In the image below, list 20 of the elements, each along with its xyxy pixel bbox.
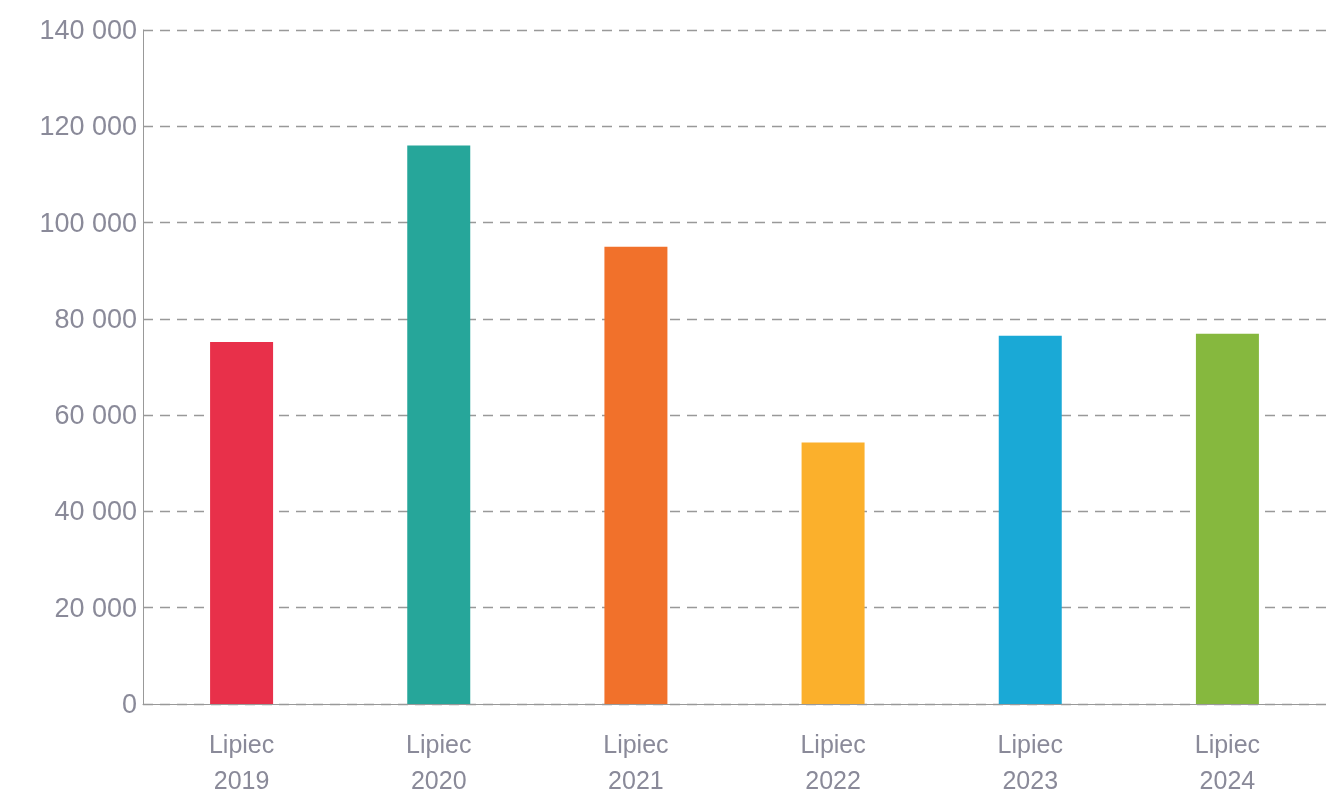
bar <box>210 341 274 704</box>
x-tick-label: Lipiec 2020 <box>406 730 472 794</box>
y-tick-label: 120 000 <box>39 111 137 142</box>
x-tick-label: Lipiec 2019 <box>208 730 275 794</box>
bar <box>407 145 471 704</box>
x-tick-label: Lipiec 2023 <box>997 730 1063 794</box>
y-tick-label: 140 000 <box>39 15 137 45</box>
y-tick-label: 40 000 <box>54 496 137 527</box>
y-tick-label: 60 000 <box>54 400 137 431</box>
bar <box>1195 333 1259 704</box>
y-tick-label: 20 000 <box>54 592 137 623</box>
y-tick-label: 100 000 <box>39 207 137 238</box>
bar <box>604 246 668 704</box>
y-tick-label: 0 <box>121 689 137 719</box>
x-tick-label: Lipiec 2024 <box>1194 730 1261 794</box>
bar <box>801 442 865 704</box>
y-tick-label: 80 000 <box>54 303 137 334</box>
x-tick-label: Lipiec 2022 <box>800 730 866 794</box>
x-tick-label: Lipiec 2021 <box>603 730 669 794</box>
bar <box>998 335 1062 704</box>
